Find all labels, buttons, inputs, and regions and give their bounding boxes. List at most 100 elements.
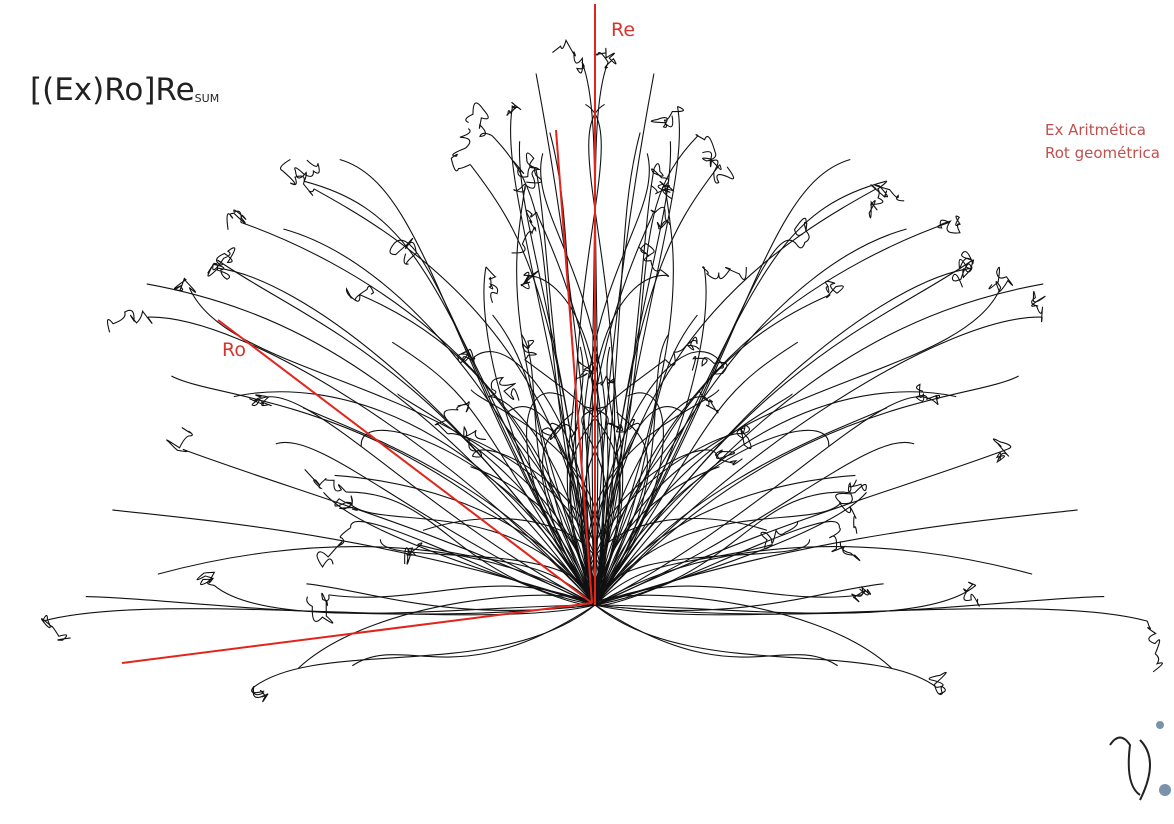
stroke (594, 294, 831, 606)
title: [(Ex)Ro]ReSUM (30, 72, 219, 108)
stroke (594, 411, 648, 606)
stroke (280, 158, 315, 196)
stroke (695, 134, 717, 168)
stroke (249, 394, 272, 407)
stroke (226, 209, 247, 230)
stroke (594, 164, 721, 606)
ro-axis (217, 319, 593, 604)
stroke (513, 167, 543, 193)
stroke (594, 180, 886, 606)
stroke (213, 584, 596, 614)
stroke (594, 375, 1019, 606)
stroke (870, 184, 905, 202)
stroke (1146, 621, 1163, 673)
stroke (963, 581, 980, 607)
stroke (570, 346, 596, 606)
base-line (121, 602, 593, 664)
stroke (594, 521, 840, 606)
stroke (594, 283, 1044, 606)
stroke (594, 474, 856, 606)
stroke (586, 274, 667, 606)
stroke (988, 266, 1014, 293)
stroke (485, 266, 499, 303)
stroke (591, 433, 743, 606)
stroke (594, 188, 877, 606)
stroke (594, 106, 681, 606)
stroke (171, 375, 596, 606)
stroke (470, 466, 596, 606)
stroke (542, 411, 596, 606)
stroke (594, 259, 973, 606)
stroke (85, 596, 596, 615)
stroke (594, 316, 1043, 606)
ink-spot (1159, 784, 1171, 796)
stroke (594, 287, 1002, 606)
stroke (506, 101, 522, 116)
stroke (650, 105, 684, 128)
signature-stroke (1109, 736, 1151, 801)
stroke (112, 509, 596, 606)
stroke (794, 217, 810, 249)
stroke (594, 546, 1033, 606)
stroke (736, 423, 752, 450)
stroke (569, 359, 666, 606)
stroke (851, 585, 872, 603)
stroke (212, 247, 236, 271)
stroke (594, 168, 655, 606)
stroke (594, 341, 799, 606)
stroke (937, 215, 961, 234)
stroke (251, 685, 269, 703)
stroke (594, 393, 793, 606)
stroke (40, 614, 71, 641)
stroke (650, 163, 671, 195)
title-main: [(Ex)Ro]Re (30, 72, 195, 108)
stroke (251, 396, 596, 606)
stroke (447, 433, 599, 606)
stroke (166, 427, 193, 453)
stroke (397, 393, 596, 606)
stroke (465, 102, 493, 138)
stroke (523, 274, 604, 606)
stroke (594, 604, 937, 688)
stroke (594, 407, 888, 606)
stroke (541, 424, 578, 441)
stroke (825, 280, 844, 299)
stroke (492, 314, 596, 606)
stroke (594, 73, 655, 606)
stroke (434, 401, 470, 435)
stroke (389, 237, 417, 265)
stroke (512, 152, 536, 178)
stroke (594, 491, 845, 606)
stroke (650, 206, 671, 230)
stroke (868, 180, 888, 219)
stroke (594, 426, 685, 606)
stroke (509, 106, 596, 606)
stroke (505, 426, 596, 606)
stroke (339, 158, 596, 606)
stroke (843, 479, 867, 494)
stroke (188, 287, 596, 606)
legend-line: Rot geométrica (1045, 144, 1160, 162)
stroke (157, 546, 596, 606)
line-drawing (40, 38, 1163, 703)
stroke (594, 448, 1008, 606)
stroke (702, 266, 747, 281)
stroke (106, 309, 153, 333)
stroke (182, 448, 596, 606)
stroke (594, 314, 698, 606)
stroke (594, 346, 620, 606)
rotation-line (555, 129, 593, 604)
stroke (345, 491, 596, 606)
stroke (511, 209, 538, 254)
stroke (302, 407, 596, 606)
stroke (992, 438, 1012, 464)
stroke (253, 604, 596, 688)
stroke (488, 376, 520, 401)
stroke (450, 128, 471, 172)
stroke (550, 422, 606, 606)
stroke (552, 38, 585, 74)
red-axes (121, 4, 596, 664)
stroke (147, 316, 596, 606)
stroke (594, 466, 720, 606)
